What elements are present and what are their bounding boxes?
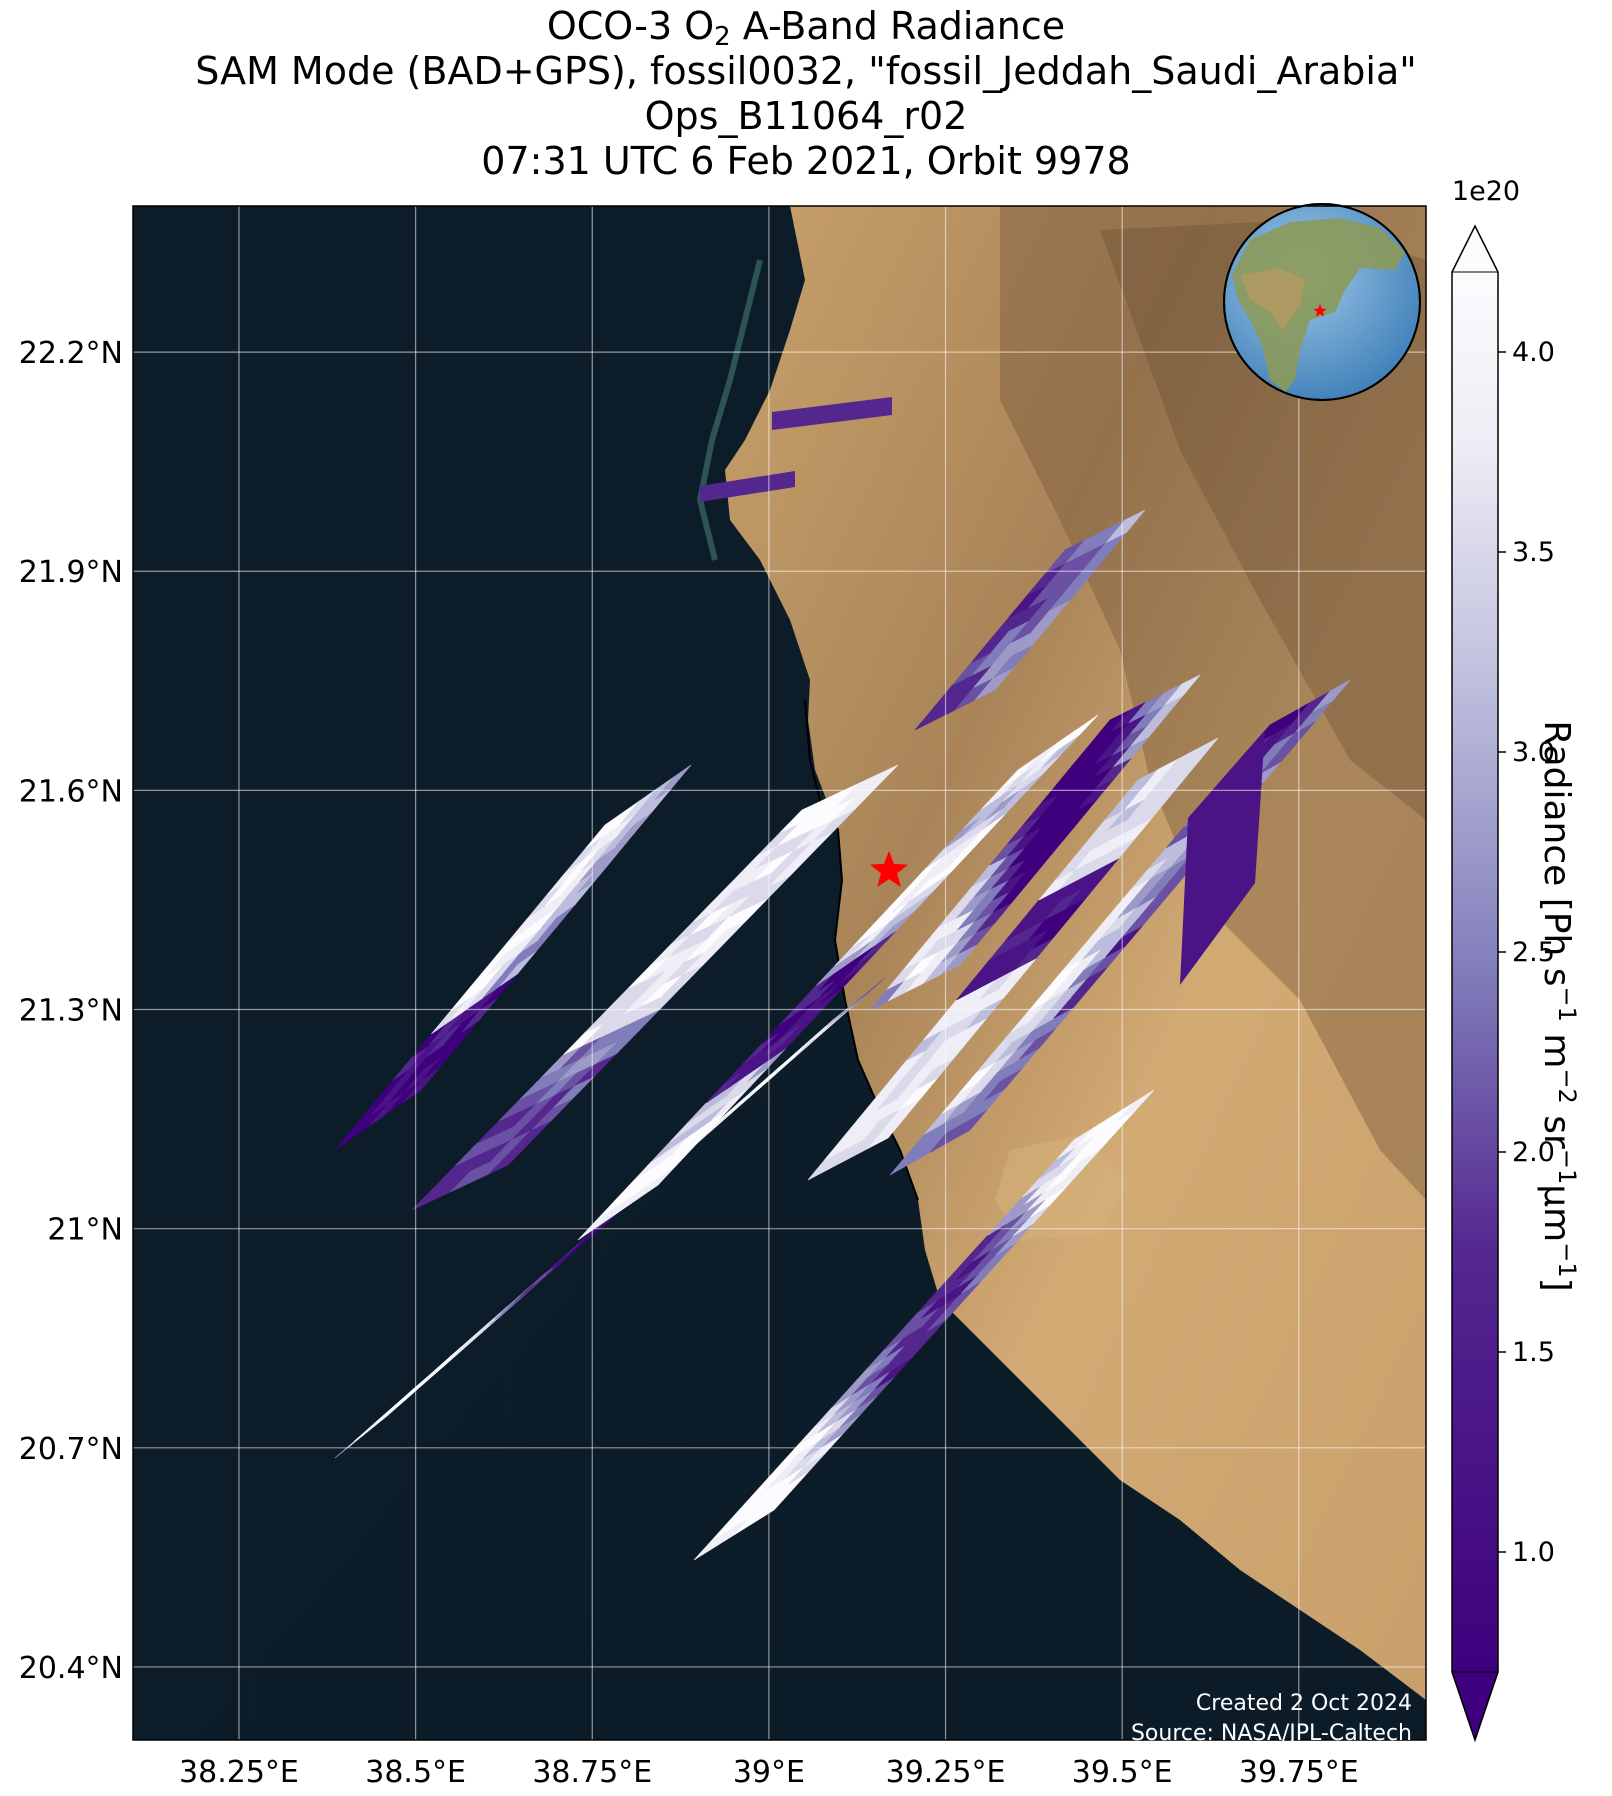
globe-land-africa: [1240, 268, 1305, 330]
globe-land: [1232, 218, 1405, 392]
globe-inset: [1223, 203, 1421, 401]
lon-tick-label: 39.25°E: [886, 1755, 1006, 1790]
credit-source: Source: NASA/JPL-Caltech: [1131, 1721, 1412, 1746]
map-gridlines: [133, 206, 1426, 1740]
radiance-cell: [654, 764, 692, 801]
map-area: [133, 206, 1426, 1740]
colorbar-extend-max: [1451, 224, 1499, 273]
colorbar-tick-label: 3.5: [1512, 537, 1555, 568]
colorbar-outline: [1451, 224, 1499, 1743]
radiance-cell: [1116, 1089, 1155, 1122]
radiance-cell: [1059, 714, 1099, 749]
colorbar-exponent: 1e20: [1452, 176, 1520, 207]
lon-tick-label: 39.75°E: [1239, 1755, 1359, 1790]
land-area: [725, 206, 1426, 1700]
lon-tick-label: 38.75°E: [532, 1755, 652, 1790]
colorbar-tick-label: 2.0: [1512, 1137, 1555, 1168]
mountain-shading: [1000, 206, 1426, 1200]
radiance-east-strip: [1180, 730, 1265, 985]
target-star-icon: [870, 850, 908, 887]
title-line-2: SAM Mode (BAD+GPS), fossil0032, "fossil_…: [195, 49, 1417, 93]
map-frame: [132, 205, 1427, 1741]
colorbar-extend-min: [1451, 1671, 1499, 1742]
lon-tick-label: 38.25°E: [179, 1755, 299, 1790]
colorbar-gradient: [1452, 272, 1498, 1672]
lat-tick-label: 21.3°N: [19, 994, 123, 1029]
colorbar-tick-label: 3.0: [1512, 737, 1555, 768]
radiance-cell: [1312, 679, 1351, 712]
lon-tick-label: 39.5°E: [1072, 1755, 1173, 1790]
radiance-fragment: [700, 471, 795, 502]
latitude-tick-labels: 20.4°N 20.7°N 21°N 21.3°N 21.6°N 21.9°N 22.2°N: [19, 336, 123, 1686]
radiance-fragment: [772, 397, 892, 430]
colorbar-tick-label: 4.0: [1512, 337, 1555, 368]
lat-tick-label: 20.7°N: [19, 1432, 123, 1467]
lat-tick-label: 20.4°N: [19, 1651, 123, 1686]
lon-tick-label: 38.5°E: [365, 1755, 466, 1790]
colorbar-tick-label: 1.5: [1512, 1337, 1555, 1368]
radiance-cell: [1181, 737, 1219, 769]
colorbar-tick-label: 1.0: [1512, 1537, 1555, 1568]
colorbar-ticks: 1.0 1.5 2.0 2.5 3.0 3.5 4.0: [1498, 337, 1555, 1568]
radiance-swaths: [334, 397, 1351, 1561]
lat-tick-label: 21.9°N: [19, 555, 123, 590]
title-line-4: 07:31 UTC 6 Feb 2021, Orbit 9978: [481, 139, 1131, 183]
colorbar: 1.0 1.5 2.0 2.5 3.0 3.5 4.0 1e20: [1451, 176, 1555, 1743]
credit-created: Created 2 Oct 2024: [1196, 1691, 1412, 1716]
lon-tick-label: 39°E: [733, 1755, 805, 1790]
lat-tick-label: 22.2°N: [19, 336, 123, 371]
longitude-tick-labels: 38.25°E 38.5°E 38.75°E 39°E 39.25°E 39.5°E 39.…: [179, 1755, 1359, 1790]
lat-tick-label: 21°N: [47, 1213, 123, 1248]
colorbar-title: Radiance [Ph s−1 m−2 sr−1µm−1]: [1536, 720, 1581, 1292]
title-line-1: OCO-3 O2 A-Band Radiance: [546, 4, 1066, 52]
lat-tick-label: 21.6°N: [19, 774, 123, 809]
radiance-cell: [1164, 674, 1201, 705]
globe-target-icon: [1313, 304, 1327, 317]
reef-shallows: [696, 259, 763, 561]
globe-outline: [1223, 203, 1421, 401]
radiance-cell: [1106, 509, 1146, 543]
radiance-cell: [852, 977, 886, 1006]
colorbar-tick-label: 2.5: [1512, 937, 1555, 968]
figure-title: OCO-3 O2 A-Band Radiance SAM Mode (BAD+G…: [0, 4, 1612, 184]
title-line-3: Ops_B11064_r02: [644, 94, 968, 138]
